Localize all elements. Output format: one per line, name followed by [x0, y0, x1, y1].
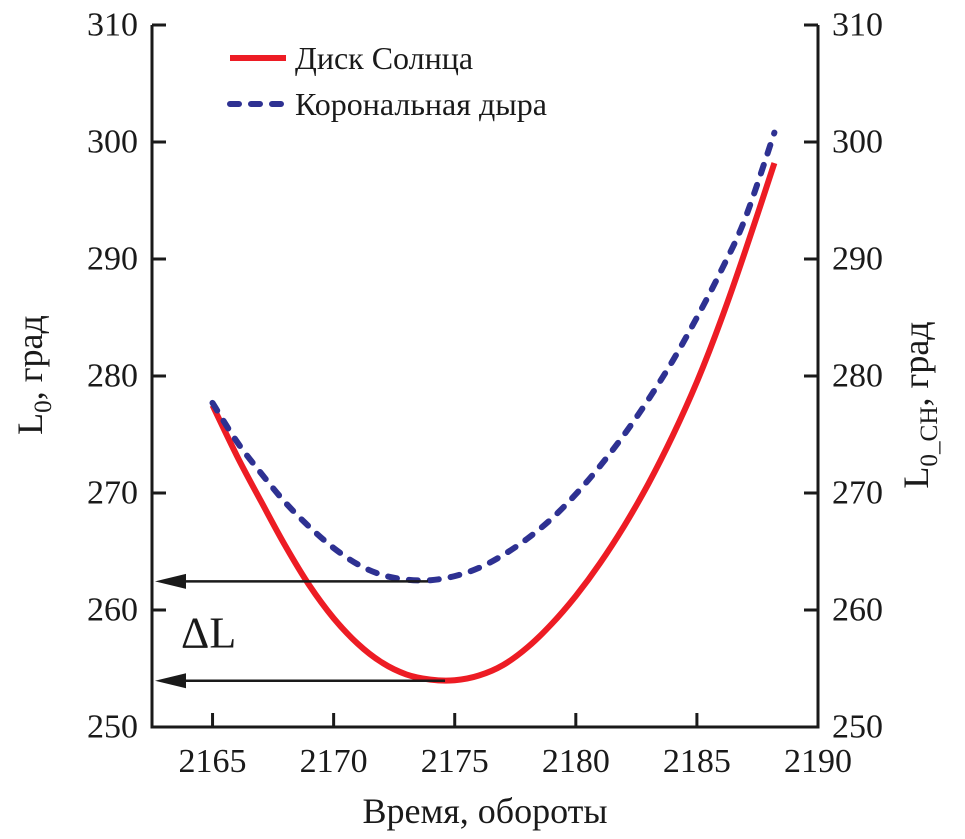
y-tick-label-left: 250 [87, 709, 138, 746]
y-tick-label-left: 310 [87, 7, 138, 44]
x-tick-label: 2190 [784, 743, 852, 780]
y-tick-label-right: 260 [832, 592, 883, 629]
y-tick-label-right: 270 [832, 475, 883, 512]
x-tick-label: 2175 [421, 743, 489, 780]
y-axis-title-right: L0_CH, град [896, 321, 943, 488]
y-tick-label-right: 300 [832, 124, 883, 161]
legend-label: Диск Солнца [295, 40, 473, 76]
y-tick-label-left: 300 [87, 124, 138, 161]
delta-l-label: ΔL [181, 608, 236, 657]
y-tick-label-right: 310 [832, 7, 883, 44]
x-tick-label: 2180 [542, 743, 610, 780]
delta-l-arrowhead [155, 673, 186, 689]
x-tick-label: 2170 [300, 743, 368, 780]
y-tick-label-left: 260 [87, 592, 138, 629]
legend: Диск Солнца Корональная дыра [227, 40, 547, 122]
y-tick-label-left: 280 [87, 358, 138, 395]
y-tick-label-left: 270 [87, 475, 138, 512]
y-tick-label-left: 290 [87, 241, 138, 278]
legend-label: Корональная дыра [295, 86, 547, 122]
x-tick-label: 2165 [179, 743, 247, 780]
y-tick-label-right: 280 [832, 358, 883, 395]
y-tick-label-right: 250 [832, 709, 883, 746]
x-tick-label: 2185 [663, 743, 731, 780]
y-tick-label-right: 290 [832, 241, 883, 278]
coronal-hole-line [209, 129, 778, 584]
legend-item: Корональная дыра [227, 86, 547, 122]
legend-item: Диск Солнца [230, 40, 473, 76]
y-axis-title-left: L0, град [10, 315, 57, 435]
sun-disk-line [209, 162, 778, 684]
delta-l-arrowhead [155, 573, 186, 589]
x-axis-title: Время, обороты [362, 791, 607, 831]
